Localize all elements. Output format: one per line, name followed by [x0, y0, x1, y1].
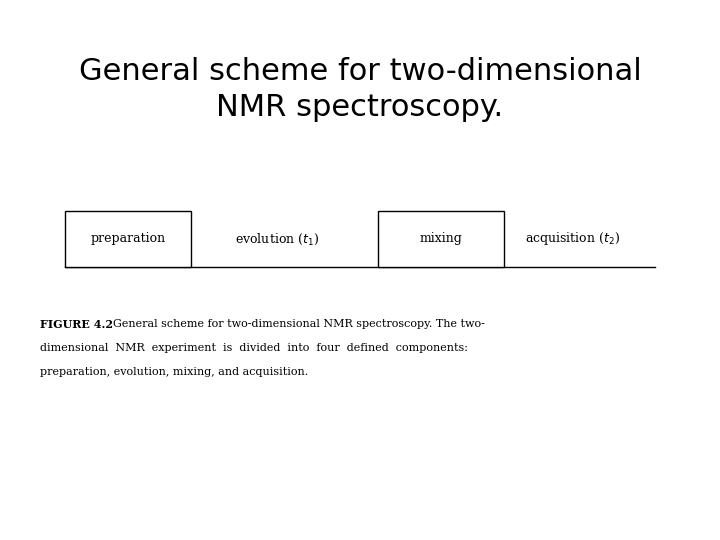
Text: FIGURE 4.2: FIGURE 4.2 [40, 319, 112, 329]
Text: evolution ($t_1$): evolution ($t_1$) [235, 231, 319, 247]
Text: General scheme for two-dimensional
NMR spectroscopy.: General scheme for two-dimensional NMR s… [78, 57, 642, 122]
Text: mixing: mixing [420, 232, 463, 246]
Text: acquisition ($t_2$): acquisition ($t_2$) [525, 231, 620, 247]
FancyBboxPatch shape [378, 211, 504, 267]
Text: preparation: preparation [91, 232, 166, 246]
Text: General scheme for two-dimensional NMR spectroscopy. The two-: General scheme for two-dimensional NMR s… [106, 319, 485, 329]
Text: dimensional  NMR  experiment  is  divided  into  four  defined  components:: dimensional NMR experiment is divided in… [40, 343, 467, 353]
FancyBboxPatch shape [65, 211, 191, 267]
Text: preparation, evolution, mixing, and acquisition.: preparation, evolution, mixing, and acqu… [40, 367, 308, 377]
